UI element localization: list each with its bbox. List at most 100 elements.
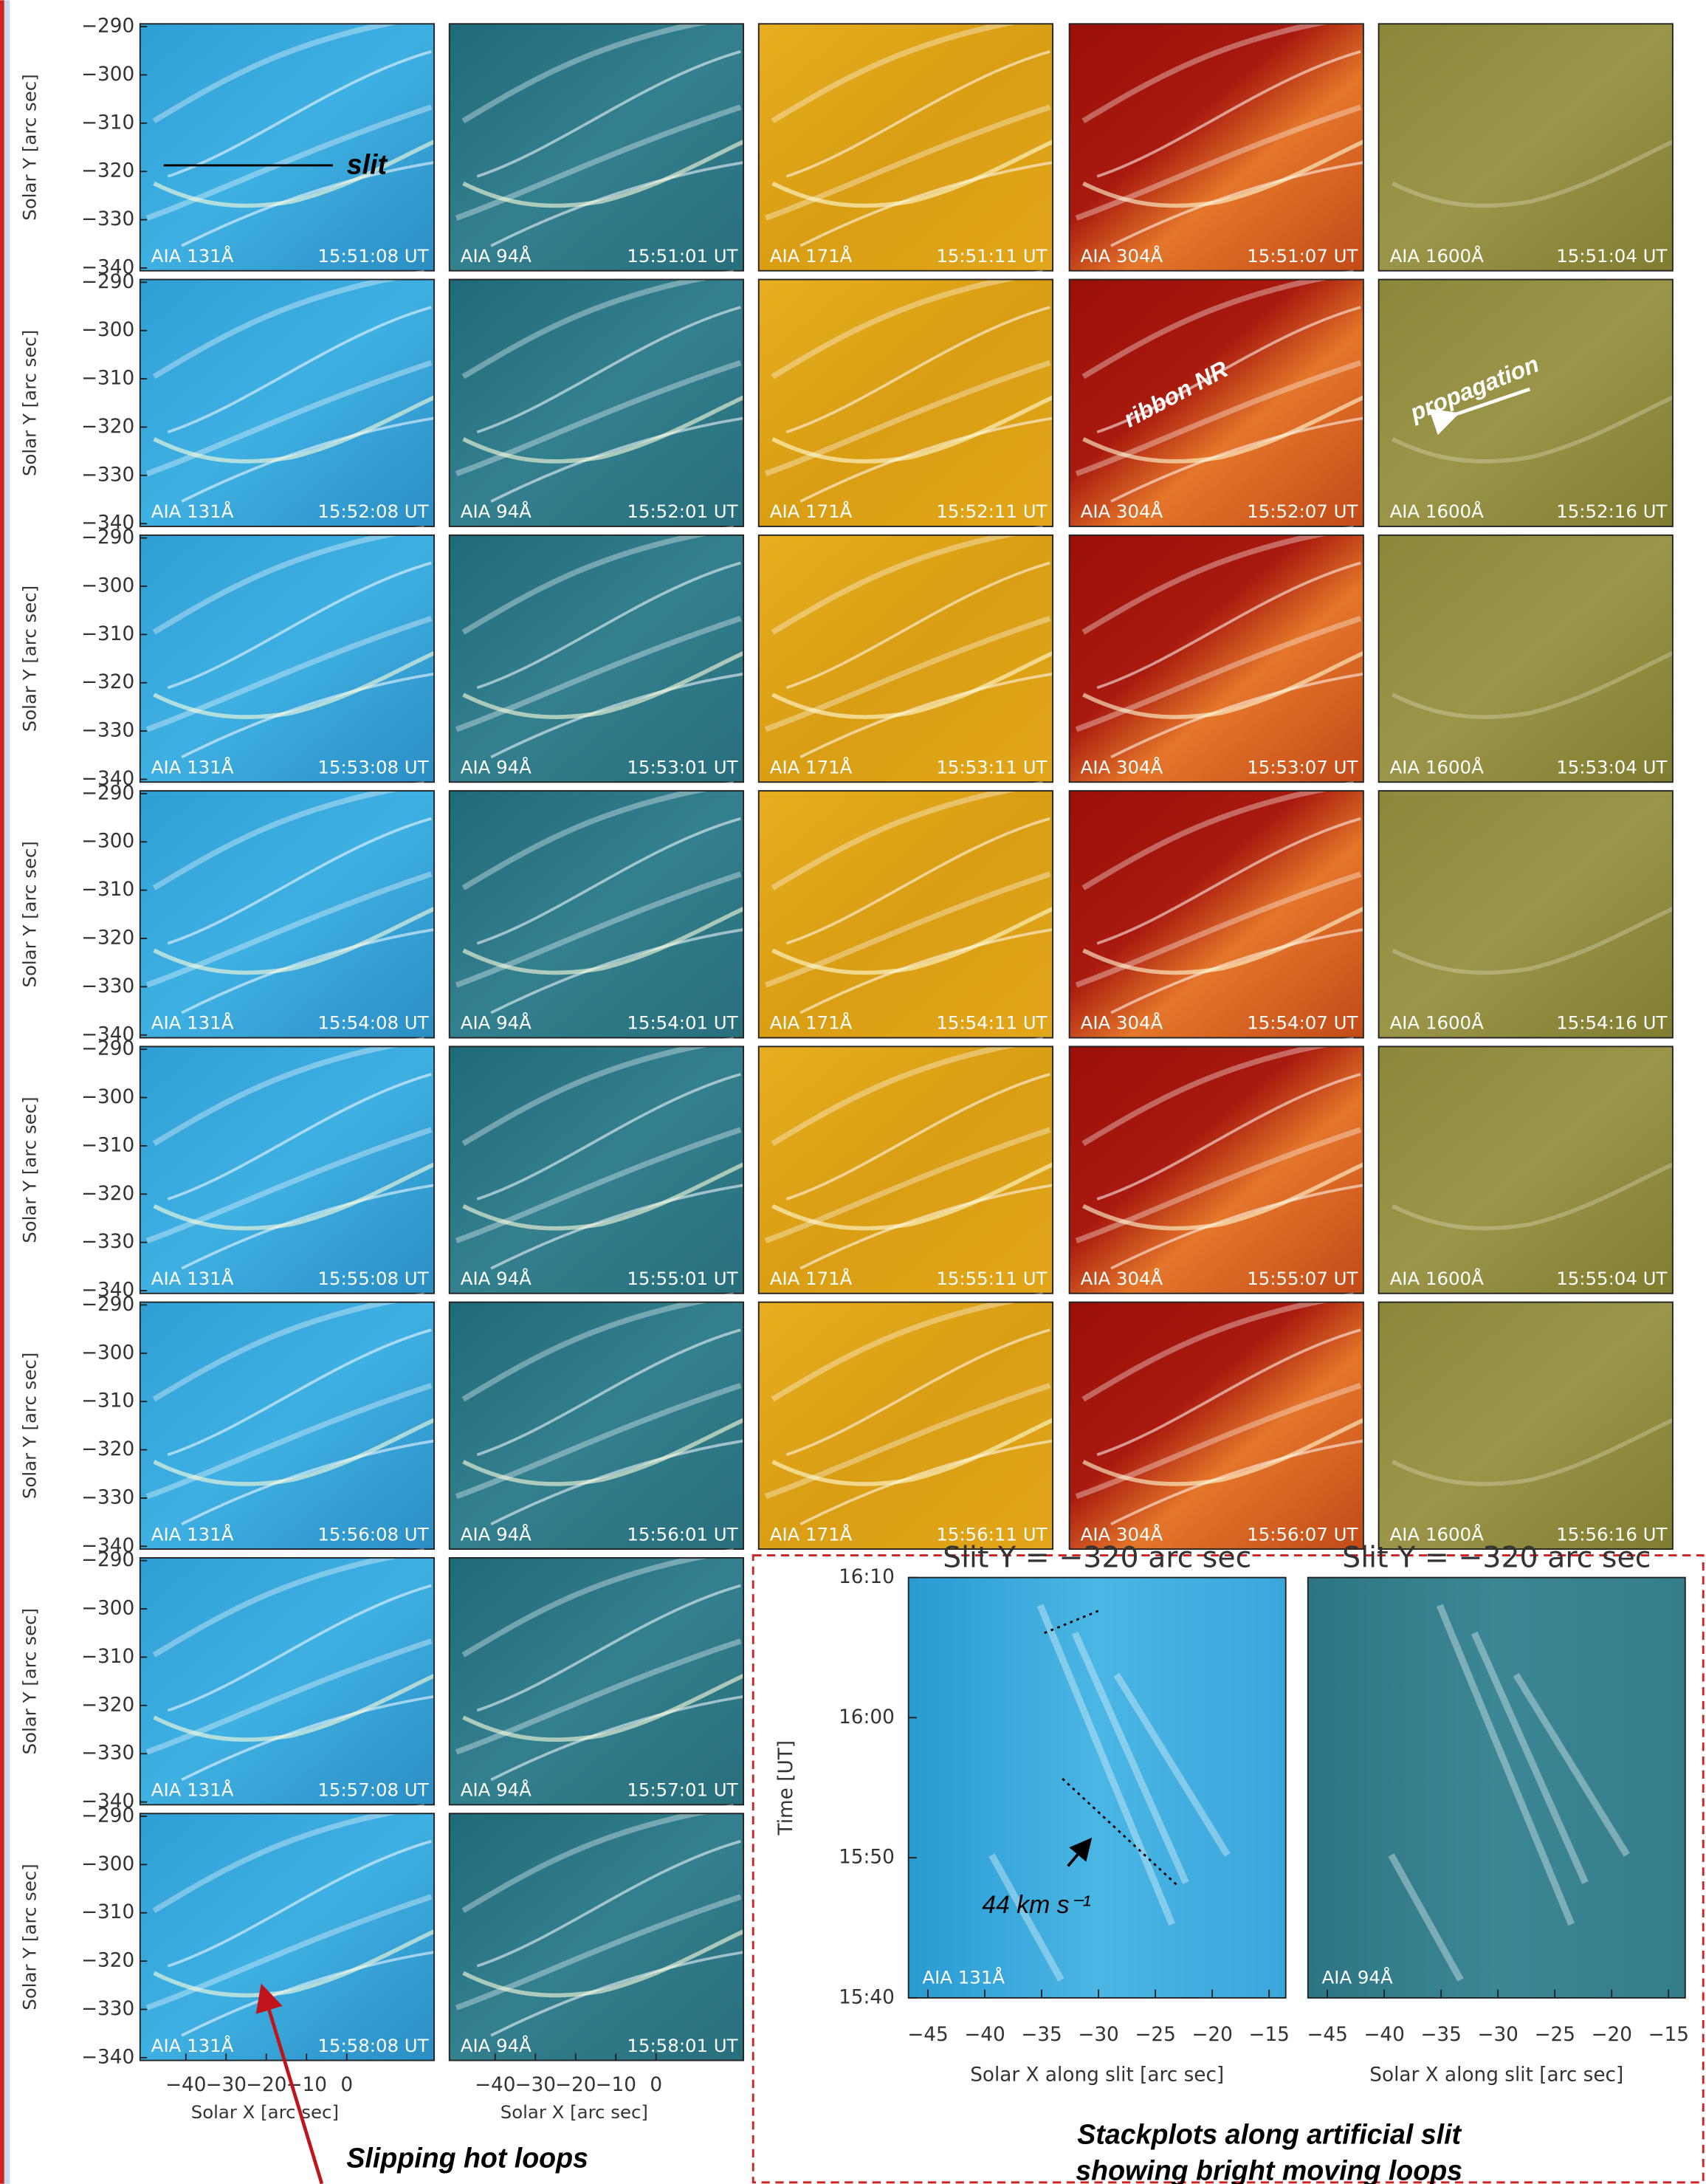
channel-label: AIA 1600Å: [1390, 501, 1484, 522]
y-tick-label: −330: [81, 464, 134, 486]
time-label: 15:56:08 UT: [317, 1523, 428, 1545]
image-panel: AIA 131Å 15:56:08 UT: [140, 1295, 434, 1549]
channel-label: AIA 171Å: [770, 1012, 853, 1034]
speed-label: 44 km s⁻¹: [982, 1891, 1090, 1919]
time-tick-label: 15:50: [839, 1847, 895, 1869]
image-panel: AIA 94Å15:52:01 UT: [450, 272, 743, 526]
y-axis-label: Solar Y [arc sec]: [18, 330, 40, 476]
panel-image: [759, 280, 1053, 526]
image-panel: AIA 131Å 15:51:08 UT: [140, 17, 434, 271]
channel-label: AIA 131Å: [151, 501, 234, 522]
time-label: 15:53:04 UT: [1556, 756, 1667, 777]
time-label: 15:54:01 UT: [627, 1012, 737, 1034]
time-label: 15:57:01 UT: [627, 1779, 737, 1801]
x-tick-label: −40: [475, 2074, 515, 2096]
x-axis-label: Solar X [arc sec]: [501, 2101, 648, 2123]
edge-strip: [0, 0, 4, 2183]
y-tick-label: −290: [81, 16, 134, 38]
time-label: 15:56:01 UT: [627, 1523, 737, 1545]
panel-image: [450, 1302, 743, 1549]
y-tick-label: −330: [81, 208, 134, 230]
x-tick-label: −25: [1135, 2024, 1176, 2046]
channel-label: AIA 304Å: [1081, 1268, 1163, 1289]
stackplot: AIA 94Å: [1308, 1578, 1685, 1998]
panel-image: [1379, 791, 1673, 1037]
y-tick-label: −330: [81, 1742, 134, 1765]
y-tick-label: −320: [81, 671, 134, 693]
panel-image: [140, 535, 434, 782]
y-tick-label: −320: [81, 927, 134, 950]
panel-image: [450, 280, 743, 526]
channel-label: AIA 131Å: [151, 1523, 234, 1545]
panel-image: [140, 280, 434, 526]
stackplot-channel: AIA 94Å: [1322, 1967, 1393, 1988]
y-tick-label: −300: [81, 1598, 134, 1620]
stackplot: AIA 131Å: [909, 1578, 1286, 1998]
stackplot-image: [909, 1578, 1286, 1998]
y-tick-label: −290: [81, 1549, 134, 1571]
time-label: 15:52:01 UT: [627, 501, 737, 522]
image-panel: AIA 131Å15:54:08 UT: [140, 784, 434, 1038]
y-tick-label: −320: [81, 1694, 134, 1716]
y-tick-label: −290: [81, 526, 134, 549]
image-panel: AIA 171Å 15:54:11 UT: [759, 784, 1053, 1038]
time-label: 15:53:07 UT: [1247, 756, 1358, 777]
panel-image: [1379, 1046, 1673, 1293]
time-label: 15:51:08 UT: [317, 245, 428, 267]
y-tick-label: −320: [81, 1183, 134, 1205]
y-tick-label: −290: [81, 271, 134, 293]
time-label: 15:51:07 UT: [1247, 245, 1358, 267]
time-label: 15:52:16 UT: [1556, 501, 1667, 522]
y-tick-label: −320: [81, 1950, 134, 1972]
y-tick-label: −310: [81, 623, 134, 645]
x-tick-label: −45: [907, 2024, 949, 2046]
y-axis-label: Solar Y [arc sec]: [18, 1608, 40, 1754]
channel-label: AIA 131Å: [151, 756, 234, 777]
x-tick-label: −10: [595, 2074, 636, 2096]
panel-image: [450, 535, 743, 782]
y-tick-label: −320: [81, 416, 134, 438]
channel-label: AIA 1600Å: [1390, 245, 1484, 267]
channel-label: AIA 171Å: [770, 1523, 853, 1545]
time-tick-label: 15:40: [839, 1986, 895, 2008]
panel-image: [140, 1813, 434, 2060]
x-tick-label: −20: [1191, 2024, 1233, 2046]
y-tick-label: −300: [81, 1853, 134, 1875]
y-tick-label: −300: [81, 831, 134, 853]
y-tick-label: −310: [81, 368, 134, 390]
time-label: 15:56:07 UT: [1247, 1523, 1358, 1545]
image-panel: AIA 94Å15:51:01 UT: [450, 17, 743, 271]
panel-image: [1379, 1302, 1673, 1549]
y-axis-label: Solar Y [arc sec]: [18, 74, 40, 220]
y-tick-label: −290: [81, 782, 134, 804]
image-panel: AIA 304Å15:52:07 UT: [1070, 272, 1363, 526]
time-axis-label: Time [UT]: [775, 1740, 797, 1836]
image-panel: AIA 171Å15:55:11 UT: [759, 1040, 1053, 1294]
time-label: 15:54:11 UT: [936, 1012, 1047, 1034]
panel-image: [1379, 24, 1673, 270]
y-tick-label: −330: [81, 975, 134, 997]
x-tick-label: 0: [650, 2074, 662, 2096]
x-tick-label: −40: [165, 2074, 207, 2096]
channel-label: AIA 131Å: [151, 245, 234, 267]
stackplot-channel: AIA 131Å: [922, 1967, 1005, 1988]
panel-image: [1070, 280, 1363, 526]
panel-image: [759, 791, 1053, 1037]
y-axis-label: Solar Y [arc sec]: [18, 1353, 40, 1499]
y-tick-label: −330: [81, 1998, 134, 2020]
y-tick-label: −290: [81, 1804, 134, 1827]
x-tick-label: −40: [964, 2024, 1005, 2046]
panel-image: [450, 791, 743, 1037]
channel-label: AIA 171Å: [770, 501, 853, 522]
x-tick-label: −30: [1477, 2024, 1518, 2046]
stackplot-title: Slit Y = −320 arc sec: [1342, 1541, 1651, 1575]
x-tick-label: −30: [515, 2074, 556, 2096]
y-axis-label: Solar Y [arc sec]: [18, 1864, 40, 2010]
time-label: 15:51:01 UT: [627, 245, 737, 267]
x-tick-label: −20: [555, 2074, 596, 2096]
x-tick-label: −30: [1078, 2024, 1119, 2046]
y-axis-label: Solar Y [arc sec]: [18, 586, 40, 732]
x-tick-label: −20: [246, 2074, 286, 2096]
